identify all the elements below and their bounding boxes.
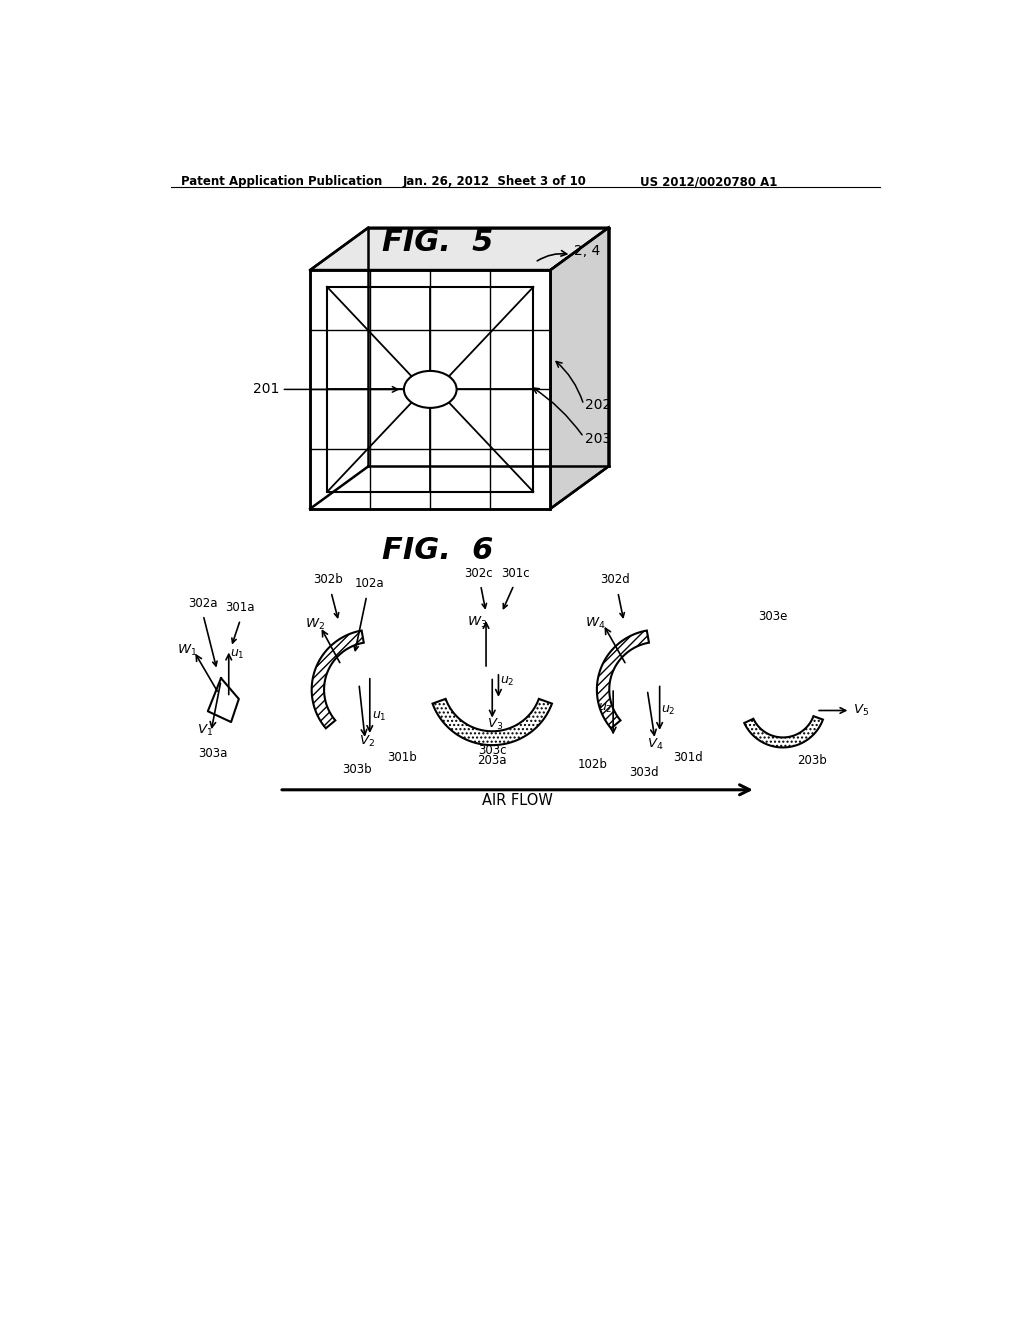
Text: $W_2$: $W_2$ [305,618,325,632]
Text: 303d: 303d [630,766,659,779]
Text: $V_1$: $V_1$ [197,723,213,738]
Text: Patent Application Publication: Patent Application Publication [180,176,382,189]
Text: 102b: 102b [579,758,608,771]
Polygon shape [597,631,649,729]
Text: 302a: 302a [188,597,218,610]
Text: 301c: 301c [501,566,529,579]
Text: $W_3$: $W_3$ [467,615,487,630]
Text: Jan. 26, 2012  Sheet 3 of 10: Jan. 26, 2012 Sheet 3 of 10 [403,176,587,189]
Text: 303e: 303e [758,610,787,623]
Text: 301d: 301d [673,751,702,763]
Polygon shape [744,717,823,747]
Text: $V_3$: $V_3$ [486,717,503,733]
Polygon shape [310,227,608,271]
Polygon shape [208,678,239,722]
Text: 303a: 303a [199,747,228,760]
Text: 303b: 303b [342,763,372,776]
Text: $u_2$: $u_2$ [598,702,612,715]
Text: 302c: 302c [464,566,493,579]
Text: $u_1$: $u_1$ [230,648,245,661]
Polygon shape [311,631,364,729]
Text: $V_4$: $V_4$ [647,737,664,751]
Text: AIR FLOW: AIR FLOW [481,793,553,808]
Text: $u_2$: $u_2$ [500,676,514,689]
Text: 301a: 301a [225,601,255,614]
Text: $V_2$: $V_2$ [359,734,375,750]
Text: 302d: 302d [600,573,630,586]
Polygon shape [310,271,550,508]
Text: $V_5$: $V_5$ [853,702,868,718]
Text: 202: 202 [586,397,611,412]
Text: 301b: 301b [388,751,418,763]
Text: $W_1$: $W_1$ [177,643,197,659]
Polygon shape [432,698,552,744]
Text: $W_4$: $W_4$ [586,615,605,631]
Text: FIG.  6: FIG. 6 [382,536,494,565]
Text: 203a: 203a [477,755,507,767]
Text: FIG.  5: FIG. 5 [382,227,494,256]
Ellipse shape [403,371,457,408]
Text: 302b: 302b [313,573,343,586]
Text: 203: 203 [586,433,611,446]
Text: $u_1$: $u_1$ [372,710,387,723]
Text: 303c: 303c [478,743,507,756]
Text: US 2012/0020780 A1: US 2012/0020780 A1 [640,176,777,189]
Text: 201: 201 [253,383,280,396]
Text: 102a: 102a [355,577,385,590]
Text: $u_2$: $u_2$ [662,704,676,717]
Text: 203b: 203b [797,755,826,767]
Polygon shape [550,227,608,508]
Text: 2, 4: 2, 4 [573,244,600,257]
